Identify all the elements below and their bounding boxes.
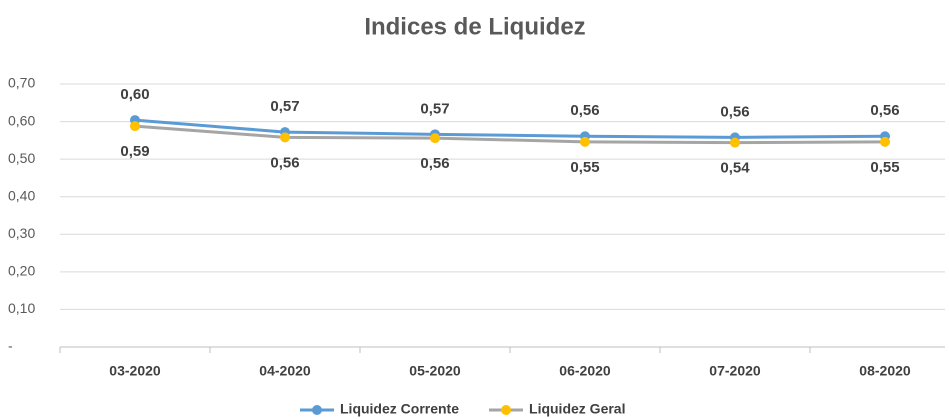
data-label: 0,54 — [720, 160, 750, 177]
data-label: 0,57 — [420, 100, 449, 117]
point — [880, 136, 890, 147]
series-line — [134, 124, 886, 145]
y-tick-label: 0,30 — [8, 225, 35, 241]
x-tick-label: 05-2020 — [409, 363, 461, 379]
chart-title: Indices de Liquidez — [364, 13, 585, 40]
data-label: 0,60 — [120, 86, 149, 103]
point — [730, 137, 740, 148]
legend-label: Liquidez Corrente — [340, 401, 459, 417]
data-label: 0,55 — [570, 159, 599, 176]
point — [580, 136, 590, 147]
x-tick-label: 04-2020 — [259, 363, 311, 379]
legend: Liquidez Corrente Liquidez Geral — [300, 401, 625, 417]
point — [430, 133, 440, 144]
y-tick-label: 0,60 — [8, 112, 35, 128]
legend-marker — [312, 405, 322, 415]
data-label: 0,55 — [870, 159, 899, 176]
y-tick-label: 0,70 — [8, 75, 35, 91]
y-tick-label: 0,20 — [8, 263, 35, 279]
x-tick-label: 03-2020 — [109, 363, 161, 379]
data-label: 0,59 — [120, 143, 149, 160]
legend-marker — [501, 405, 512, 415]
series-line — [134, 118, 886, 139]
point — [130, 121, 140, 132]
x-tick-label: 07-2020 — [709, 363, 761, 379]
x-tick-label: 08-2020 — [859, 363, 911, 379]
y-tick-label: 0,40 — [8, 187, 35, 203]
point — [280, 132, 290, 143]
data-label: 0,56 — [870, 102, 899, 119]
data-label: 0,56 — [570, 102, 599, 119]
data-label: 0,56 — [270, 154, 299, 171]
y-tick-label: - — [8, 338, 13, 354]
data-label: 0,56 — [720, 103, 749, 120]
y-tick-label: 0,10 — [8, 300, 35, 316]
legend-label: Liquidez Geral — [529, 401, 625, 417]
data-label: 0,57 — [270, 98, 299, 115]
x-tick-label: 06-2020 — [559, 363, 611, 379]
y-tick-label: 0,50 — [8, 150, 35, 166]
data-label: 0,56 — [420, 155, 449, 172]
